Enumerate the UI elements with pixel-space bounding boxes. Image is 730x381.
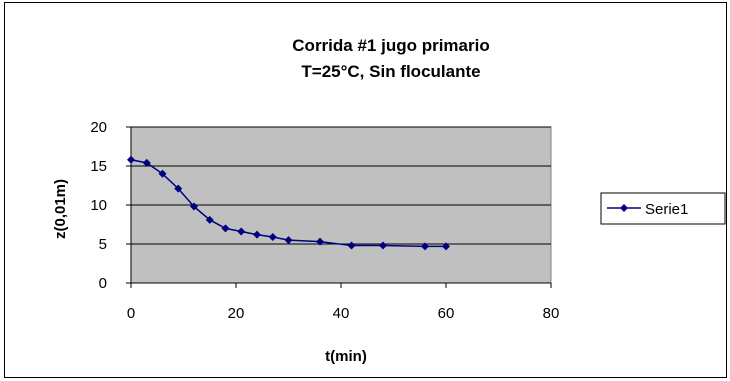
x-axis-label: t(min): [325, 348, 367, 365]
y-tick-labels: 0 5 10 15 20: [90, 119, 131, 292]
y-tick-label: 15: [90, 158, 107, 175]
legend-series-marker: [620, 204, 628, 212]
data-point: [190, 202, 198, 211]
series-layer: [127, 155, 450, 251]
data-point: [221, 224, 230, 233]
y-tick-label: 0: [99, 275, 107, 292]
legend-series-label: Serie1: [645, 201, 688, 218]
data-point: [442, 242, 450, 251]
x-tick-label: 80: [543, 305, 560, 322]
data-point: [253, 230, 261, 239]
data-point: [205, 215, 214, 224]
chart-frame: Corrida #1 jugo primario T=25°C, Sin flo…: [4, 2, 727, 378]
y-tick-label: 20: [90, 119, 107, 136]
x-tick-label: 40: [333, 305, 350, 322]
data-point: [284, 236, 293, 245]
data-point: [379, 241, 387, 250]
data-point: [237, 227, 246, 236]
x-tick-labels: 0 20 40 60 80: [127, 283, 560, 322]
chart-title: Corrida #1 jugo primario: [292, 36, 489, 55]
chart-svg: Corrida #1 jugo primario T=25°C, Sin flo…: [52, 36, 726, 365]
y-tick-label: 5: [99, 236, 107, 253]
y-axis-label: z(0,01m): [52, 179, 69, 239]
chart-subtitle: T=25°C, Sin floculante: [301, 62, 480, 81]
data-point: [421, 242, 429, 251]
x-tick-label: 60: [438, 305, 455, 322]
x-tick-label: 0: [127, 305, 135, 322]
y-tick-label: 10: [90, 197, 107, 214]
data-point: [268, 232, 277, 241]
data-point: [347, 241, 356, 250]
x-tick-label: 20: [228, 305, 245, 322]
data-point: [142, 158, 151, 167]
data-point: [127, 155, 135, 164]
data-point: [158, 169, 167, 178]
data-point: [174, 184, 183, 193]
data-point: [316, 237, 324, 246]
legend: Serie1: [600, 192, 726, 225]
series-line: [130, 159, 446, 248]
